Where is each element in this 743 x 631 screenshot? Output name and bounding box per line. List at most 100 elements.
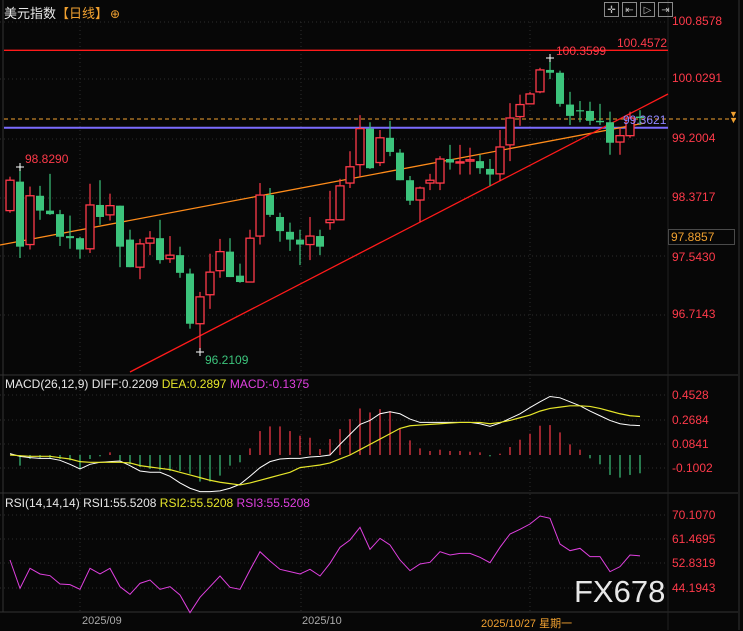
- macd-axis-label: -0.1002: [672, 461, 713, 475]
- orange-trendline: [0, 122, 646, 246]
- candle-body: [96, 204, 104, 217]
- candle-body: [195, 296, 205, 325]
- candle-body: [355, 127, 365, 166]
- date-axis-label: 2025/09: [82, 615, 122, 627]
- rsi-axis-label: 44.1943: [672, 581, 716, 595]
- macd-axis-label: 0.2684: [672, 413, 709, 427]
- candle-body: [335, 185, 345, 221]
- candle-body: [566, 104, 574, 116]
- last-price-box: 97.8857: [668, 229, 735, 245]
- candle-body: [286, 231, 294, 240]
- candle-body: [66, 236, 74, 239]
- rsi2-value: RSI2:55.5208: [159, 496, 234, 510]
- rsi-axis-label: 52.8319: [672, 556, 716, 570]
- candle-body: [425, 179, 435, 184]
- trend-lines: [0, 49, 738, 373]
- candle-body: [386, 137, 394, 152]
- candle-body: [126, 239, 134, 268]
- candle-body: [556, 72, 564, 104]
- candlestick-series: [5, 54, 644, 356]
- candle-body: [625, 117, 635, 137]
- dea-value: DEA:0.2897: [161, 377, 227, 391]
- candle-body: [396, 152, 404, 181]
- candle-body: [296, 239, 304, 245]
- watermark-logo: FX678: [574, 574, 666, 609]
- zoom-range-icon[interactable]: ⇤: [622, 2, 637, 17]
- candle-body: [505, 117, 515, 146]
- candle-body: [36, 195, 44, 211]
- rsi-params: RSI(14,14,14): [5, 496, 80, 510]
- candle-body: [85, 204, 95, 250]
- candle-body: [276, 216, 284, 232]
- candle-body: [345, 166, 355, 184]
- cursor-date-label: 2025/10/27 星期一: [481, 618, 573, 630]
- rsi-line: [9, 515, 641, 614]
- candle-body: [375, 137, 385, 164]
- price-axis-label: 98.3717: [672, 190, 716, 204]
- candle-body: [165, 254, 175, 260]
- rsi3-value: RSI3:55.5208: [236, 496, 310, 510]
- red-trendline: [129, 93, 669, 373]
- resistance-label: 100.4572: [617, 36, 668, 50]
- candle-body: [325, 219, 335, 224]
- candle-body: [186, 273, 194, 324]
- candle-body: [116, 205, 124, 247]
- rsi-axis-label: 70.1070: [672, 508, 716, 522]
- macd-axis-label: 0.4528: [672, 388, 709, 402]
- play-range-icon[interactable]: ▷: [640, 2, 655, 17]
- rsi-axis-label: 61.4695: [672, 532, 716, 546]
- candle-body: [495, 146, 505, 175]
- price-axis-label: 100.8578: [672, 14, 723, 28]
- candle-body: [255, 194, 265, 237]
- candle-body: [205, 271, 215, 296]
- chart-title: 美元指数【日线】 ⊕: [4, 3, 120, 22]
- candle-body: [215, 250, 225, 272]
- candle-body: [16, 181, 24, 247]
- candle-body: [515, 103, 525, 118]
- crosshair-icon[interactable]: ✛: [604, 2, 619, 17]
- macd-value: MACD:-0.1375: [229, 377, 310, 391]
- candle-body: [135, 243, 145, 268]
- candle-body: [615, 135, 625, 143]
- diff-value: DIFF:0.2209: [91, 377, 159, 391]
- diff-line: [9, 395, 641, 493]
- current-price-arrow-icon: ▼ ▼: [729, 109, 738, 125]
- candle-body: [245, 237, 255, 283]
- price-axis-label: 96.7143: [672, 307, 716, 321]
- high-price-label: 100.3599: [556, 44, 607, 58]
- jump-end-icon[interactable]: ⇥: [658, 2, 673, 17]
- candle-body: [435, 158, 445, 184]
- candle-body: [145, 237, 155, 244]
- candle-body: [586, 110, 594, 121]
- macd-params: MACD(26,12,9): [5, 377, 89, 391]
- candle-body: [316, 236, 324, 247]
- price-axis-label: 100.0291: [672, 71, 723, 85]
- candle-body: [105, 205, 115, 216]
- candle-body: [25, 195, 35, 246]
- rsi1-value: RSI1:55.5208: [83, 496, 157, 510]
- support-label: 99.3621: [623, 113, 667, 127]
- candle-body: [46, 210, 54, 215]
- candle-body: [415, 187, 425, 201]
- rsi-series: [9, 515, 641, 614]
- candle-body: [56, 214, 64, 237]
- dea-line: [9, 405, 641, 486]
- chart-toolbar: ✛ ⇤ ▷ ⇥: [604, 2, 673, 17]
- period-selector[interactable]: 【日线】: [56, 6, 109, 21]
- candle-body: [486, 168, 494, 175]
- candle-body: [366, 128, 374, 169]
- candle-body: [465, 159, 475, 162]
- left-high-label: 98.8290: [25, 152, 69, 166]
- candle-body: [305, 235, 315, 246]
- candle-body: [446, 159, 454, 163]
- candle-body: [476, 161, 484, 169]
- candle-body: [226, 251, 234, 278]
- low-price-label: 96.2109: [205, 353, 249, 367]
- candle-body: [596, 120, 604, 123]
- circle-plus-icon[interactable]: ⊕: [110, 7, 121, 21]
- candle-body: [636, 116, 644, 118]
- candle-body: [406, 180, 414, 201]
- candle-body: [525, 93, 535, 105]
